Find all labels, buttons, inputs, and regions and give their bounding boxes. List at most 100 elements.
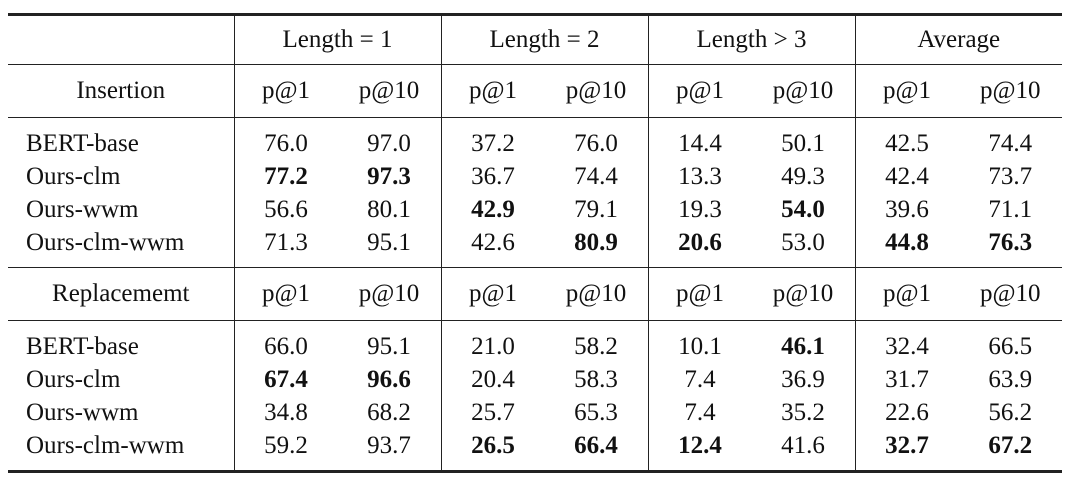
value-cell: 59.2: [233, 429, 338, 473]
value: 66.5: [988, 332, 1033, 360]
value-cell: 54.0: [752, 193, 856, 226]
section-header-row: Insertion p@1 p@10 p@1 p@10 p@1 p@10 p@1 p@10: [8, 64, 1062, 118]
row-label: BERT-base: [8, 117, 234, 160]
row-label: BERT-base: [8, 320, 234, 363]
value-cell: 34.8: [233, 396, 338, 429]
best-value: 54.0: [781, 195, 825, 223]
value-cell: 39.6: [854, 193, 959, 226]
value-cell: 36.7: [440, 160, 545, 193]
value: 49.3: [781, 162, 825, 190]
metric-header: p@10: [337, 267, 441, 321]
value: 53.0: [781, 228, 825, 256]
value-cell: 42.5: [854, 117, 959, 160]
value: 73.7: [988, 162, 1033, 190]
best-value: 97.3: [367, 162, 411, 190]
metric-header: p@1: [647, 64, 752, 118]
value-cell: 67.2: [958, 429, 1062, 473]
data-row: Ours-wwm 34.8 68.2 25.7 65.3 7.4 35.2 22.6 56.2: [8, 396, 1062, 429]
table-body: Length = 1 Length = 2 Length > 3 Average Ins…: [8, 13, 1062, 473]
value: 93.7: [367, 431, 411, 459]
value-cell: 42.9: [440, 193, 545, 226]
value-cell: 32.4: [854, 320, 959, 363]
value: 20.4: [471, 365, 515, 393]
best-value: 20.6: [678, 228, 722, 256]
value-cell: 32.7: [854, 429, 959, 473]
group-header-row: Length = 1 Length = 2 Length > 3 Average: [8, 13, 1062, 65]
value-cell: 96.6: [338, 363, 442, 396]
value: 32.4: [885, 332, 929, 360]
section-title: Insertion: [8, 64, 234, 118]
value-cell: 22.6: [854, 396, 959, 429]
value: 42.5: [885, 129, 929, 157]
metric-header: p@1: [854, 64, 959, 118]
value-cell: 14.4: [647, 117, 752, 160]
value-cell: 97.3: [338, 160, 442, 193]
metric-header: p@1: [233, 64, 338, 118]
value-cell: 49.3: [752, 160, 856, 193]
value: 10.1: [678, 332, 722, 360]
metric-header: p@1: [440, 64, 545, 118]
value-cell: 67.4: [233, 363, 338, 396]
metric-header: p@10: [751, 267, 855, 321]
value-cell: 66.4: [544, 429, 648, 473]
value-cell: 53.0: [752, 226, 856, 268]
value-cell: 7.4: [647, 396, 752, 429]
value-cell: 74.4: [958, 117, 1062, 160]
value-cell: 66.0: [233, 320, 338, 363]
value-cell: 76.0: [544, 117, 648, 160]
value: 21.0: [471, 332, 515, 360]
value: 35.2: [781, 398, 825, 426]
value-cell: 58.2: [544, 320, 648, 363]
value-cell: 19.3: [647, 193, 752, 226]
results-table: Length = 1 Length = 2 Length > 3 Average Ins…: [8, 13, 1062, 473]
best-value: 46.1: [781, 332, 825, 360]
value: 7.4: [684, 398, 716, 426]
best-value: 42.9: [471, 195, 515, 223]
value-cell: 44.8: [854, 226, 959, 268]
value: 25.7: [471, 398, 515, 426]
value: 58.2: [574, 332, 618, 360]
value-cell: 76.0: [233, 117, 338, 160]
value-cell: 26.5: [440, 429, 545, 473]
best-value: 96.6: [367, 365, 411, 393]
best-value: 26.5: [471, 431, 515, 459]
value-cell: 71.3: [233, 226, 338, 268]
value-cell: 65.3: [545, 396, 649, 429]
value-cell: 25.7: [440, 396, 545, 429]
value-cell: 80.1: [338, 193, 442, 226]
metric-header: p@1: [440, 267, 545, 321]
value-cell: 79.1: [545, 193, 649, 226]
metric-header: p@1: [647, 267, 752, 321]
value-cell: 35.2: [752, 396, 856, 429]
value: 19.3: [678, 195, 722, 223]
value: 63.9: [988, 365, 1033, 393]
value: 74.4: [574, 162, 618, 190]
data-row: Ours-wwm 56.6 80.1 42.9 79.1 19.3 54.0 39.6 71.1: [8, 193, 1062, 226]
value: 50.1: [781, 129, 825, 157]
value-cell: 42.6: [440, 226, 545, 268]
value: 42.4: [885, 162, 929, 190]
group-header: Length > 3: [647, 13, 855, 65]
value: 22.6: [885, 398, 929, 426]
value-cell: 76.3: [959, 226, 1063, 268]
value-cell: 95.1: [337, 320, 441, 363]
value-cell: 20.4: [440, 363, 545, 396]
value-cell: 71.1: [959, 193, 1063, 226]
value: 36.7: [471, 162, 515, 190]
value: 14.4: [678, 129, 722, 157]
value-cell: 74.4: [545, 160, 649, 193]
data-row: BERT-base 76.0 97.0 37.2 76.0 14.4 50.1 42.5 74.…: [8, 117, 1062, 160]
data-row: Ours-clm 77.2 97.3 36.7 74.4 13.3 49.3 42.4 73.7: [8, 160, 1062, 193]
value-cell: 37.2: [440, 117, 545, 160]
section-header-row: Replacememt p@1 p@10 p@1 p@10 p@1 p@10 p@1 p@10: [8, 267, 1062, 321]
row-label: Ours-clm: [26, 162, 121, 190]
value-cell: 13.3: [647, 160, 752, 193]
value-cell: 42.4: [854, 160, 959, 193]
value: 31.7: [885, 365, 929, 393]
value: 37.2: [471, 129, 515, 157]
best-value: 80.9: [574, 228, 618, 256]
metric-header: p@1: [854, 267, 959, 321]
best-value: 32.7: [885, 431, 929, 459]
data-row: Ours-clm-wwm 71.3 95.1 42.6 80.9 20.6 53.0 44.8…: [8, 226, 1062, 268]
